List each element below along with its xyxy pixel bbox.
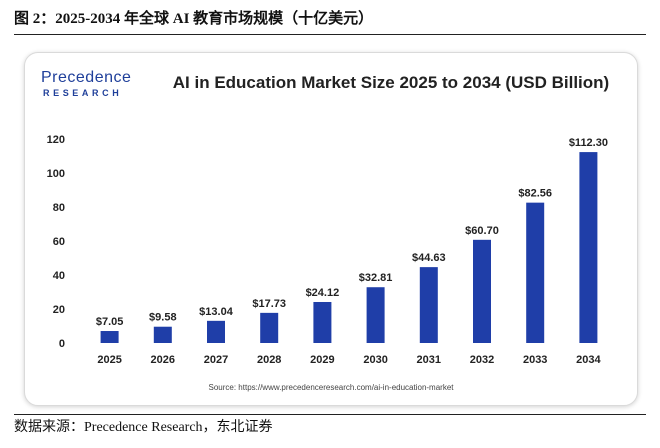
bar-2028	[260, 312, 279, 343]
y-tick-label-1: 20	[53, 304, 65, 316]
bar-2031	[419, 267, 438, 343]
precedence-research-logo: Precedence RESEARCH	[41, 67, 153, 107]
chart-card: Precedence RESEARCH AI in Education Mark…	[24, 52, 638, 406]
y-tick-label-5: 100	[47, 168, 65, 180]
data-source-note: 数据来源：Precedence Research，东北证券	[14, 414, 646, 439]
chart-source: Source: https://www.precedenceresearch.c…	[208, 383, 454, 392]
x-tick-label-2029: 2029	[310, 354, 334, 366]
data-label-2028: $17.73	[252, 298, 286, 310]
data-label-2027: $13.04	[199, 306, 234, 318]
y-tick-label-6: 120	[47, 134, 65, 146]
figure-title: 图 2：2025-2034 年全球 AI 教育市场规模（十亿美元）	[14, 6, 646, 35]
chart-title: AI in Education Market Size 2025 to 2034…	[172, 73, 610, 92]
bar-2033	[526, 202, 545, 343]
bar-2027	[207, 320, 225, 343]
x-tick-label-2028: 2028	[257, 354, 281, 366]
bar-2029	[313, 301, 332, 343]
y-tick-label-4: 80	[53, 202, 65, 214]
bar-2026	[153, 326, 172, 343]
bar-2034	[579, 152, 598, 343]
x-tick-label-2025: 2025	[97, 354, 121, 366]
data-label-2034: $112.30	[569, 137, 608, 149]
data-label-2025: $7.05	[96, 316, 124, 328]
data-label-2032: $60.70	[465, 225, 499, 237]
data-label-2030: $32.81	[359, 272, 393, 284]
x-tick-label-2033: 2033	[523, 354, 547, 366]
x-tick-label-2030: 2030	[363, 354, 387, 366]
logo-sub-text: RESEARCH	[43, 88, 123, 98]
y-tick-label-2: 40	[53, 270, 65, 282]
bar-2030	[366, 287, 385, 343]
y-tick-label-0: 0	[59, 338, 65, 350]
bar-2025	[100, 331, 119, 343]
bar-2032	[473, 239, 491, 343]
data-label-2031: $44.63	[412, 252, 446, 264]
x-tick-label-2032: 2032	[470, 354, 494, 366]
data-label-2026: $9.58	[149, 312, 177, 324]
x-tick-label-2031: 2031	[417, 354, 441, 366]
logo-main-text: Precedence	[41, 69, 132, 86]
x-tick-label-2027: 2027	[204, 354, 228, 366]
data-label-2029: $24.12	[306, 287, 340, 299]
x-tick-label-2026: 2026	[151, 354, 175, 366]
y-tick-label-3: 60	[53, 236, 65, 248]
data-label-2033: $82.56	[518, 188, 552, 200]
bar-chart: 0 20 40 60 80 100 120 $7.05 2025 $9.58 2026 $13.04 2…	[47, 134, 608, 366]
x-tick-label-2034: 2034	[576, 354, 601, 366]
